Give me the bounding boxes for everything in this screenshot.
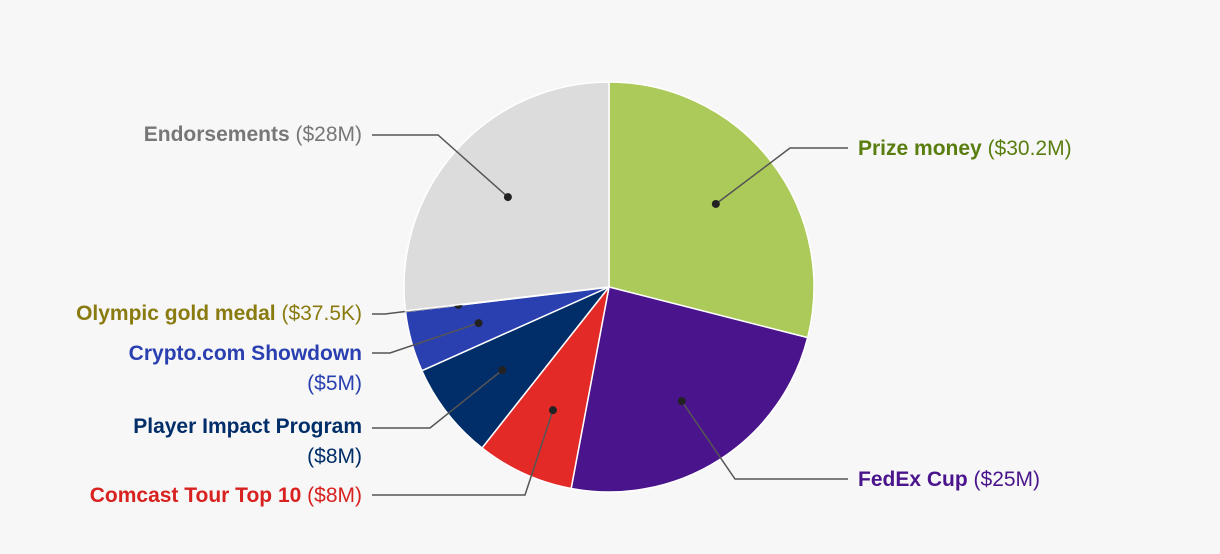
- leader-line: [715, 147, 848, 205]
- label-olympic-gold-medal: Olympic gold medal ($37.5K): [76, 299, 362, 329]
- leader-dot: [548, 406, 557, 415]
- leader-line: [372, 409, 554, 496]
- slice-value: ($8M): [307, 445, 362, 468]
- slice-name: Olympic gold medal: [76, 302, 276, 325]
- slice-value: ($30.2M): [987, 137, 1072, 160]
- label-endorsements: Endorsements ($28M): [144, 120, 362, 150]
- label-comcast-tour-top-10: Comcast Tour Top 10 ($8M): [90, 481, 362, 511]
- leader-line: [372, 134, 509, 198]
- leader-dot: [711, 199, 720, 208]
- label-prize-money: Prize money ($30.2M): [858, 134, 1072, 164]
- slice-name: Player Impact Program: [133, 415, 362, 438]
- pie-slice: [570, 286, 809, 493]
- leader-line: [372, 322, 479, 354]
- slice-name: Comcast Tour Top 10: [89, 484, 302, 507]
- slice-name: Endorsements: [143, 123, 290, 146]
- leader-line: [681, 400, 848, 480]
- slice-value: ($28M): [295, 123, 362, 146]
- slice-name: FedEx Cup: [858, 468, 968, 491]
- leader-line: [372, 369, 503, 429]
- slice-value: ($5M): [307, 372, 362, 395]
- pie-slice: [420, 286, 610, 449]
- slice-name: Prize money: [858, 137, 982, 160]
- label-crypto-com-showdown: Crypto.com Showdown ($5M): [129, 339, 362, 399]
- leader-dot: [677, 397, 686, 406]
- label-fedex-cup: FedEx Cup ($25M): [858, 465, 1040, 495]
- leader-dot: [474, 319, 483, 328]
- leader-dot: [498, 366, 507, 375]
- slice-value: ($25M): [973, 468, 1041, 491]
- slice-value: ($37.5K): [281, 302, 362, 325]
- slice-name: Crypto.com Showdown: [128, 342, 362, 365]
- slice-value: ($8M): [307, 484, 362, 507]
- pie-slice: [608, 81, 815, 339]
- leader-dot: [503, 193, 512, 202]
- pie-slice: [480, 286, 610, 490]
- label-player-impact-program: Player Impact Program ($8M): [133, 412, 362, 472]
